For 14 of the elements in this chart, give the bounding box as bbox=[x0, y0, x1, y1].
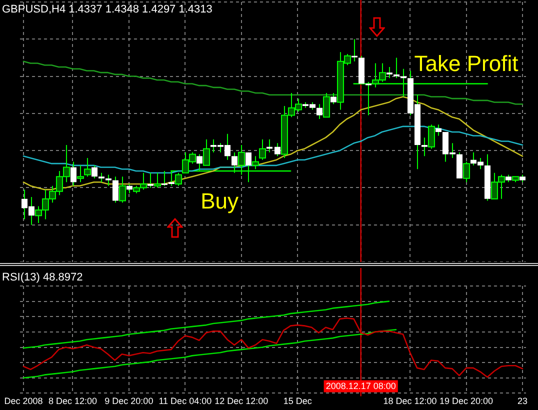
x-tick-label: Dec 2008 bbox=[4, 396, 43, 406]
annotation: Buy bbox=[200, 188, 239, 214]
x-tick-label: 8 Dec 12:00 bbox=[48, 396, 97, 406]
x-tick-label: 2008.12.17 08:00 bbox=[326, 381, 396, 392]
x-tick-label: 18 Dec 12:00 bbox=[383, 396, 437, 406]
x-tick-label: 19 Dec 20:00 bbox=[439, 396, 494, 406]
x-tick-label: 12 Dec 12:00 bbox=[214, 396, 268, 406]
x-tick-label: 9 Dec 20:00 bbox=[104, 396, 154, 406]
annotation: Take Profit bbox=[414, 51, 518, 76]
chart-title: RSI(13) 48.8972 bbox=[2, 272, 83, 284]
x-tick-label: 23 bbox=[517, 396, 528, 406]
x-tick-label: 15 Dec bbox=[283, 396, 312, 406]
x-tick-label: 11 Dec 04:00 bbox=[158, 396, 212, 406]
chart-title: GBPUSD,H4 1.4337 1.4348 1.4297 1.4313 bbox=[2, 4, 212, 16]
